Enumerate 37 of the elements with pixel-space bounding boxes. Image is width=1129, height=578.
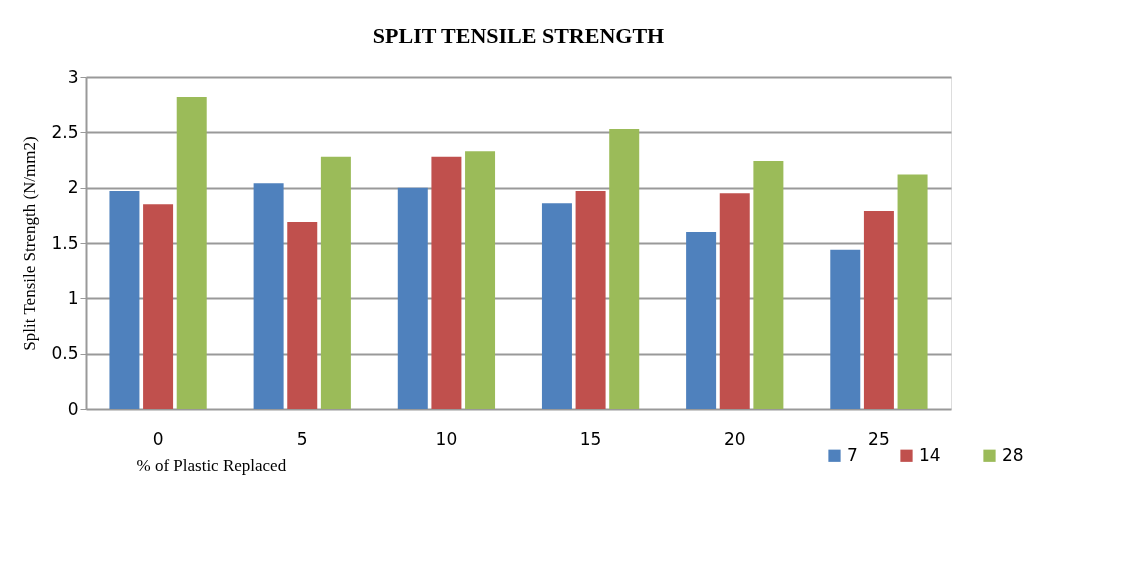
x-tick-label: 15 <box>579 428 602 449</box>
bar <box>686 231 717 409</box>
bar <box>253 183 284 409</box>
x-tick-label: 20 <box>723 428 746 449</box>
bar <box>753 161 784 409</box>
bar <box>109 190 140 409</box>
y-tick-label: 2 <box>67 177 79 198</box>
bar <box>320 156 351 409</box>
y-axis-title: Split Tensile Strength (N/mm2) <box>20 136 40 351</box>
bar <box>176 96 207 409</box>
bar <box>287 221 318 409</box>
bar <box>897 174 928 409</box>
x-tick-label: 10 <box>435 428 458 449</box>
x-tick-label: 5 <box>296 428 308 449</box>
bar <box>719 193 750 409</box>
bar <box>863 210 894 409</box>
y-tick-label: 2.5 <box>51 121 79 142</box>
chart-title: SPLIT TENSILE STRENGTH <box>372 23 665 48</box>
bar <box>609 129 640 409</box>
x-tick-label: 25 <box>868 428 890 449</box>
legend-label: 28 <box>1002 444 1024 465</box>
y-tick-label: 1 <box>67 287 79 308</box>
bar <box>397 187 428 409</box>
x-axis-title: % of Plastic Replaced <box>136 455 287 475</box>
bar <box>575 190 606 409</box>
y-tick-label: 0.5 <box>51 343 79 364</box>
bar <box>431 156 462 409</box>
bar <box>541 203 572 409</box>
y-tick-label: 1.5 <box>51 232 79 253</box>
y-tick-label: 0 <box>67 398 79 419</box>
legend-label: 14 <box>919 444 941 465</box>
x-tick-label: 0 <box>152 428 164 449</box>
y-tick-label: 3 <box>67 66 79 87</box>
bar <box>465 151 496 409</box>
bar <box>830 249 861 409</box>
bar <box>143 204 174 409</box>
legend-label: 7 <box>847 444 858 465</box>
